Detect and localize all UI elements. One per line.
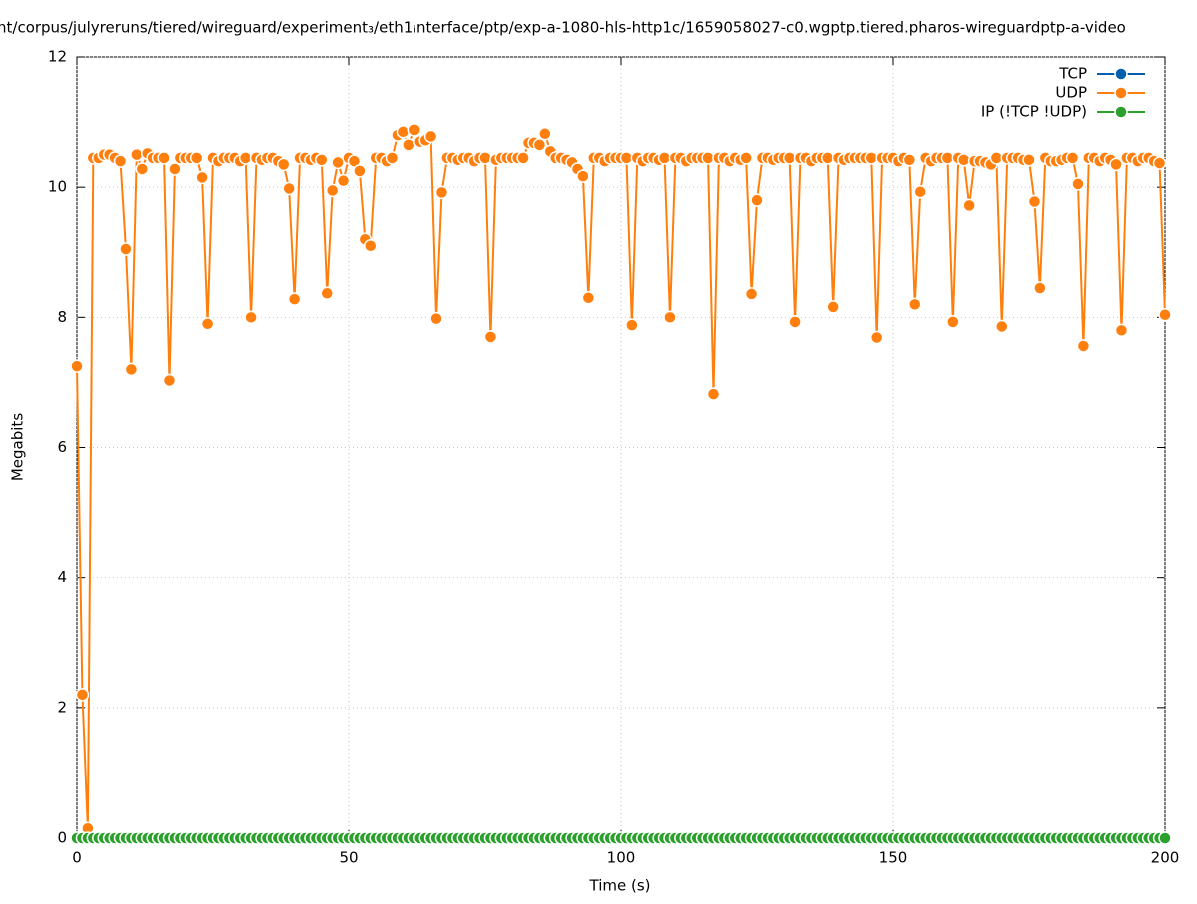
data-point — [336, 173, 351, 188]
data-point — [189, 151, 204, 165]
data-point — [1022, 153, 1036, 167]
data-point — [282, 181, 296, 196]
data-point — [995, 319, 1009, 334]
data-point — [157, 151, 171, 165]
data-point — [325, 183, 340, 198]
y-tick-label: 0 — [57, 829, 67, 847]
data-point — [434, 185, 449, 200]
chart-title: nt/corpus/julyreruns/tiered/wireguard/ex… — [0, 19, 1126, 37]
data-point — [315, 153, 329, 167]
x-tick-label: 150 — [879, 849, 908, 867]
x-axis-label: Time (s) — [589, 877, 651, 895]
data-point — [135, 162, 150, 176]
data-point — [1152, 156, 1167, 170]
data-point — [320, 286, 334, 301]
data-point — [287, 292, 302, 306]
data-point — [113, 154, 128, 168]
data-point — [744, 287, 759, 301]
legend-swatch — [1114, 86, 1128, 100]
data-point — [1109, 157, 1123, 172]
y-tick-label: 6 — [57, 438, 67, 456]
data-point — [1114, 323, 1129, 338]
data-point — [826, 300, 840, 314]
y-tick-label: 10 — [48, 178, 67, 196]
data-point — [902, 153, 917, 167]
data-point — [962, 198, 976, 213]
data-point — [532, 138, 547, 152]
data-point — [946, 315, 960, 329]
x-tick-label: 100 — [607, 849, 636, 867]
data-point — [750, 193, 764, 207]
data-point — [200, 317, 215, 331]
x-tick-label: 200 — [1151, 849, 1180, 867]
legend-label: IP (!TCP !UDP) — [981, 103, 1087, 121]
data-point — [1065, 151, 1080, 165]
data-point — [162, 373, 177, 388]
y-axis-label: Megabits — [9, 413, 27, 481]
data-point — [429, 311, 443, 326]
x-tick-label: 50 — [339, 849, 358, 867]
data-point — [1033, 281, 1047, 295]
y-tick-label: 4 — [57, 568, 67, 586]
y-tick-label: 12 — [48, 48, 67, 66]
data-point — [581, 291, 596, 305]
data-point — [516, 151, 530, 165]
data-point — [407, 123, 422, 137]
data-point — [788, 315, 802, 329]
data-point — [625, 318, 639, 332]
data-point — [663, 310, 677, 325]
data-point — [396, 125, 411, 139]
data-point — [706, 387, 721, 401]
x-tick-label: 0 — [72, 849, 82, 867]
data-point — [70, 359, 84, 373]
data-point — [124, 362, 139, 377]
series-line — [76, 127, 1166, 829]
data-point — [538, 127, 552, 141]
data-point — [75, 688, 90, 702]
data-point — [478, 151, 492, 165]
legend-swatch — [1114, 67, 1128, 81]
data-point — [956, 153, 971, 167]
data-point — [1027, 194, 1042, 209]
data-point — [385, 151, 400, 165]
data-point — [130, 147, 144, 162]
data-point — [244, 310, 258, 325]
legend-label: TCP — [1058, 65, 1087, 83]
data-point — [168, 162, 182, 176]
data-point — [1158, 307, 1172, 322]
data-point — [423, 129, 438, 144]
data-point — [913, 184, 927, 199]
data-point — [195, 170, 209, 185]
legend-swatch — [1114, 105, 1128, 119]
data-point — [276, 157, 291, 172]
data-point — [1076, 339, 1091, 353]
data-point — [869, 330, 884, 345]
data-point — [908, 297, 922, 312]
y-tick-label: 2 — [57, 698, 67, 716]
data-point — [1158, 831, 1172, 845]
data-point — [353, 164, 367, 178]
data-point — [119, 242, 133, 256]
data-point — [1071, 177, 1085, 191]
data-point — [576, 169, 590, 183]
data-point — [739, 151, 753, 165]
data-point — [483, 330, 498, 344]
y-tick-label: 8 — [57, 308, 67, 326]
legend-label: UDP — [1055, 84, 1087, 102]
data-point — [364, 238, 378, 253]
